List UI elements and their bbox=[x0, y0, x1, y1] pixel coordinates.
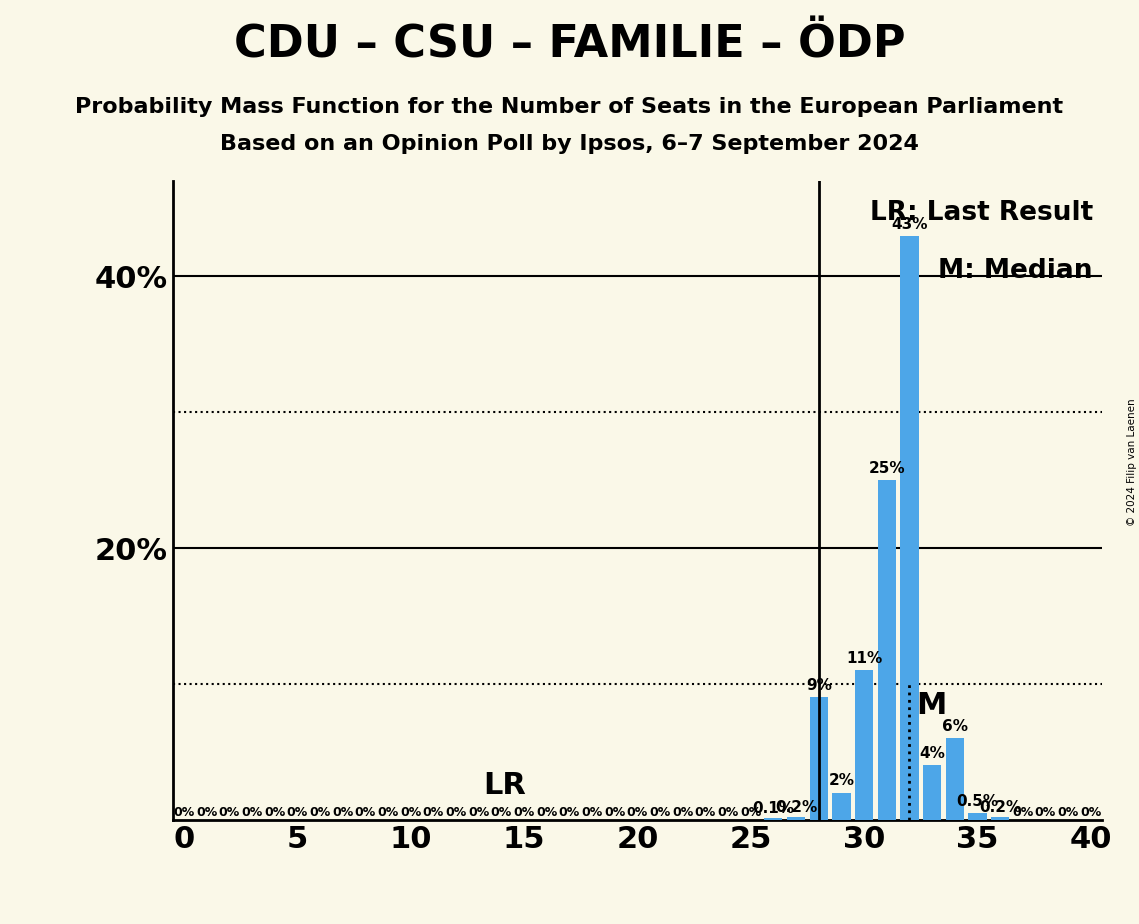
Text: 0%: 0% bbox=[559, 806, 580, 819]
Bar bbox=[878, 480, 896, 820]
Text: 9%: 9% bbox=[805, 678, 831, 693]
Text: 0%: 0% bbox=[604, 806, 625, 819]
Bar bbox=[991, 817, 1009, 820]
Text: LR: LR bbox=[483, 772, 526, 800]
Text: © 2024 Filip van Laenen: © 2024 Filip van Laenen bbox=[1126, 398, 1137, 526]
Text: 0%: 0% bbox=[581, 806, 603, 819]
Text: 25%: 25% bbox=[868, 461, 906, 476]
Text: 0.2%: 0.2% bbox=[775, 800, 817, 815]
Text: M: M bbox=[916, 690, 947, 720]
Text: 0.1%: 0.1% bbox=[753, 801, 794, 816]
Text: LR: Last Result: LR: Last Result bbox=[869, 201, 1092, 226]
Bar bbox=[923, 765, 941, 820]
Text: 0%: 0% bbox=[672, 806, 694, 819]
Text: 0%: 0% bbox=[333, 806, 353, 819]
Text: 0%: 0% bbox=[377, 806, 399, 819]
Text: 0%: 0% bbox=[514, 806, 534, 819]
Text: CDU – CSU – FAMILIE – ÖDP: CDU – CSU – FAMILIE – ÖDP bbox=[233, 23, 906, 67]
Text: 0.2%: 0.2% bbox=[980, 800, 1022, 815]
Text: 0%: 0% bbox=[718, 806, 739, 819]
Bar bbox=[833, 793, 851, 820]
Text: 0%: 0% bbox=[219, 806, 240, 819]
Text: 6%: 6% bbox=[942, 719, 968, 735]
Text: 0%: 0% bbox=[354, 806, 376, 819]
Text: 0%: 0% bbox=[264, 806, 286, 819]
Bar bbox=[900, 236, 918, 820]
Bar bbox=[855, 670, 874, 820]
Text: 0%: 0% bbox=[626, 806, 648, 819]
Text: 0%: 0% bbox=[536, 806, 557, 819]
Text: 0%: 0% bbox=[173, 806, 195, 819]
Text: 0%: 0% bbox=[1080, 806, 1101, 819]
Text: 11%: 11% bbox=[846, 651, 883, 666]
Text: Probability Mass Function for the Number of Seats in the European Parliament: Probability Mass Function for the Number… bbox=[75, 97, 1064, 117]
Text: 0%: 0% bbox=[695, 806, 716, 819]
Text: 43%: 43% bbox=[891, 216, 927, 232]
Text: 0%: 0% bbox=[1057, 806, 1079, 819]
Text: 0%: 0% bbox=[400, 806, 421, 819]
Text: 4%: 4% bbox=[919, 747, 945, 761]
Text: 0%: 0% bbox=[1013, 806, 1033, 819]
Text: 0%: 0% bbox=[287, 806, 308, 819]
Bar bbox=[945, 738, 964, 820]
Text: 0%: 0% bbox=[649, 806, 671, 819]
Text: 0%: 0% bbox=[740, 806, 761, 819]
Text: 0%: 0% bbox=[468, 806, 490, 819]
Text: 0.5%: 0.5% bbox=[957, 794, 999, 808]
Text: Based on an Opinion Poll by Ipsos, 6–7 September 2024: Based on an Opinion Poll by Ipsos, 6–7 S… bbox=[220, 134, 919, 154]
Text: 0%: 0% bbox=[423, 806, 444, 819]
Bar bbox=[764, 819, 782, 820]
Text: 0%: 0% bbox=[1035, 806, 1056, 819]
Text: 0%: 0% bbox=[310, 806, 330, 819]
Bar bbox=[810, 698, 828, 820]
Bar bbox=[787, 817, 805, 820]
Bar bbox=[968, 813, 986, 820]
Text: M: Median: M: Median bbox=[939, 258, 1092, 284]
Text: 0%: 0% bbox=[241, 806, 263, 819]
Text: 2%: 2% bbox=[828, 773, 854, 788]
Text: 0%: 0% bbox=[196, 806, 218, 819]
Text: 0%: 0% bbox=[491, 806, 513, 819]
Text: 0%: 0% bbox=[445, 806, 467, 819]
